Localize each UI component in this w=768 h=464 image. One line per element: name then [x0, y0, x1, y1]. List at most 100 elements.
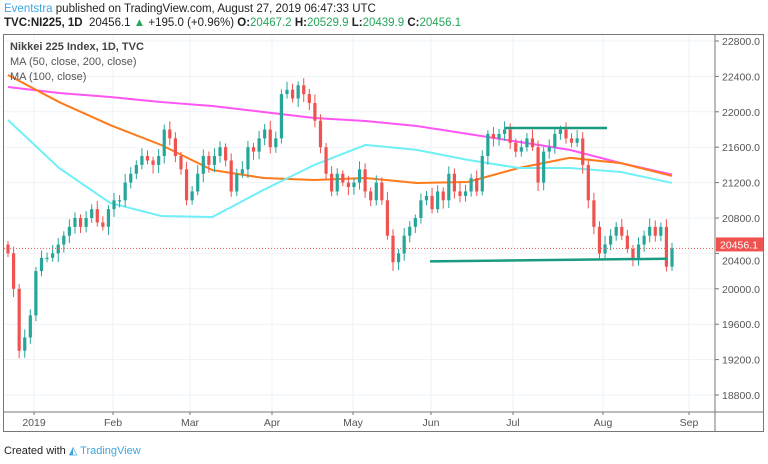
candle-body — [67, 226, 71, 236]
tradingview-link[interactable]: TradingView — [80, 445, 141, 457]
candle-body — [290, 89, 295, 99]
close-value: 20456.1 — [419, 17, 462, 29]
candle-body — [547, 147, 551, 152]
candle-body — [196, 173, 200, 192]
open-label: O: — [237, 17, 251, 29]
candle-body — [620, 226, 624, 236]
low-value: 20439.9 — [362, 17, 405, 29]
open-value: 20467.2 — [250, 17, 292, 29]
author-link[interactable]: Eventstra — [4, 3, 53, 15]
candle-body — [413, 218, 417, 227]
candle-body — [307, 94, 311, 103]
candle-body — [184, 169, 189, 201]
candle-body — [78, 218, 83, 227]
candle-body — [257, 138, 261, 152]
candle-body — [190, 191, 194, 201]
triangle-up-icon: ▲ — [133, 17, 146, 29]
candle-body — [586, 164, 590, 201]
candle-body — [34, 271, 38, 316]
publish-info: Eventstra published on TradingView.com, … — [4, 3, 376, 15]
support-line — [429, 257, 668, 263]
candle-body — [335, 173, 339, 192]
candle-body — [240, 169, 244, 174]
low-label: L: — [351, 17, 363, 29]
candle-body — [302, 85, 306, 95]
candle-body — [145, 156, 150, 161]
candle-body — [162, 129, 166, 157]
candle-body — [341, 173, 345, 183]
candle-body — [542, 151, 546, 183]
candle-body — [179, 156, 183, 170]
candle-body — [497, 133, 501, 139]
candle-body — [173, 138, 177, 157]
candle-body — [39, 257, 44, 272]
candle-body — [212, 156, 217, 165]
x-tick-label: Jun — [423, 417, 440, 429]
candle-body — [385, 200, 390, 236]
last-price: 20456.1 — [89, 17, 131, 29]
candle-body — [17, 288, 21, 351]
candle-body — [480, 156, 484, 192]
publish-text: published on TradingView.com, August 27,… — [55, 3, 376, 15]
change: +195.0 (+0.96%) — [148, 17, 235, 29]
close-label: C: — [407, 17, 420, 29]
candle-body — [296, 85, 300, 99]
candle-body — [469, 178, 473, 192]
last-price-badge — [716, 237, 764, 252]
candle-body — [279, 94, 284, 139]
candle-body — [6, 244, 10, 254]
x-tick-label: 2019 — [22, 417, 46, 429]
x-tick-label: Aug — [594, 417, 613, 429]
candle-body — [441, 191, 445, 201]
ma-200-line — [7, 86, 673, 176]
y-tick-label: 20800.0 — [722, 213, 760, 225]
candle-body — [201, 156, 205, 174]
candle-body — [664, 226, 669, 267]
candle-body — [313, 102, 317, 121]
candle-body — [207, 156, 211, 165]
candle-body — [419, 200, 423, 218]
footer: Created with ◭ TradingView — [4, 444, 141, 457]
y-tick-label: 22400.0 — [722, 71, 760, 83]
y-tick-label: 22800.0 — [722, 36, 760, 48]
candle-body — [324, 147, 328, 174]
candle-body — [23, 337, 27, 351]
candle-body — [318, 120, 323, 148]
candle-body — [447, 173, 451, 201]
candle-body — [95, 209, 99, 223]
candle-body — [396, 253, 401, 263]
x-tick-label: Apr — [264, 417, 281, 429]
ma-100-line — [7, 74, 673, 185]
high-value: 20529.9 — [306, 17, 349, 29]
candle-body — [592, 200, 596, 227]
candle-body — [330, 173, 334, 192]
tradingview-logo-icon: ◭ — [68, 445, 78, 457]
candle-body — [140, 156, 144, 165]
y-tick-label: 19600.0 — [722, 319, 760, 331]
candle-body — [391, 235, 395, 263]
candle-body — [218, 147, 222, 157]
candle-body — [168, 129, 172, 139]
candle-body — [558, 129, 563, 134]
candle-body — [374, 182, 378, 201]
candle-body — [408, 226, 412, 236]
last-price-label: 20456.1 — [720, 239, 758, 251]
candle-body — [609, 235, 613, 245]
candle-body — [346, 182, 350, 188]
candle-body — [224, 147, 228, 161]
candle-body — [251, 147, 256, 152]
price-chart[interactable]: 22800.0 22400.0 22000.0 21600.0 21200.0 20800… — [0, 0, 768, 440]
candle-body — [636, 244, 641, 258]
candle-body — [424, 195, 429, 201]
chart-legend: Nikkei 225 Index, 1D, TVC MA (50, close,… — [10, 40, 144, 85]
candle-body — [90, 209, 94, 218]
candle-body — [430, 195, 434, 210]
candle-body — [157, 156, 161, 165]
candle-body — [519, 147, 523, 152]
candle-body — [603, 244, 607, 254]
y-tick-label: 19200.0 — [722, 355, 760, 367]
candle-body — [569, 138, 574, 143]
candle-body — [653, 226, 657, 236]
candle-body — [129, 173, 133, 183]
chart-frame — [3, 34, 764, 432]
